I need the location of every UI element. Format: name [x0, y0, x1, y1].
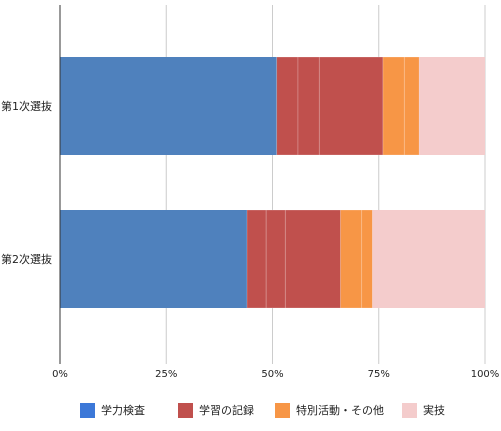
x-tick-label: 0%	[52, 369, 68, 380]
legend-label: 学習の記録	[199, 403, 254, 417]
legend-swatch	[178, 403, 193, 418]
bar-segment	[276, 56, 299, 156]
bar-segment	[284, 209, 341, 309]
bar-segment	[361, 209, 373, 309]
x-tick-label: 75%	[368, 369, 390, 380]
x-tick-label: 25%	[155, 369, 177, 380]
category-label: 第1次選抜	[1, 99, 52, 113]
bar-segment	[382, 56, 405, 156]
category-label: 第2次選抜	[1, 252, 52, 266]
x-tick-label: 50%	[261, 369, 283, 380]
bar-segment	[372, 210, 485, 308]
bar-segment	[340, 209, 363, 309]
bar-segment	[60, 57, 277, 155]
legend-swatch	[275, 403, 290, 418]
bar-segment	[318, 56, 384, 156]
legend-label: 実技	[423, 403, 445, 417]
x-tick-label: 100%	[471, 369, 500, 380]
legend-swatch	[402, 403, 417, 418]
bar-segment	[297, 56, 320, 156]
legend-swatch	[80, 403, 95, 418]
legend-label: 学力検査	[101, 403, 145, 417]
bar-segment	[60, 210, 247, 308]
legend-label: 特別活動・その他	[296, 403, 384, 417]
bar-segment	[265, 209, 286, 309]
bar-segment	[246, 209, 267, 309]
bar-segment	[419, 57, 485, 155]
bar-segment	[403, 56, 420, 156]
